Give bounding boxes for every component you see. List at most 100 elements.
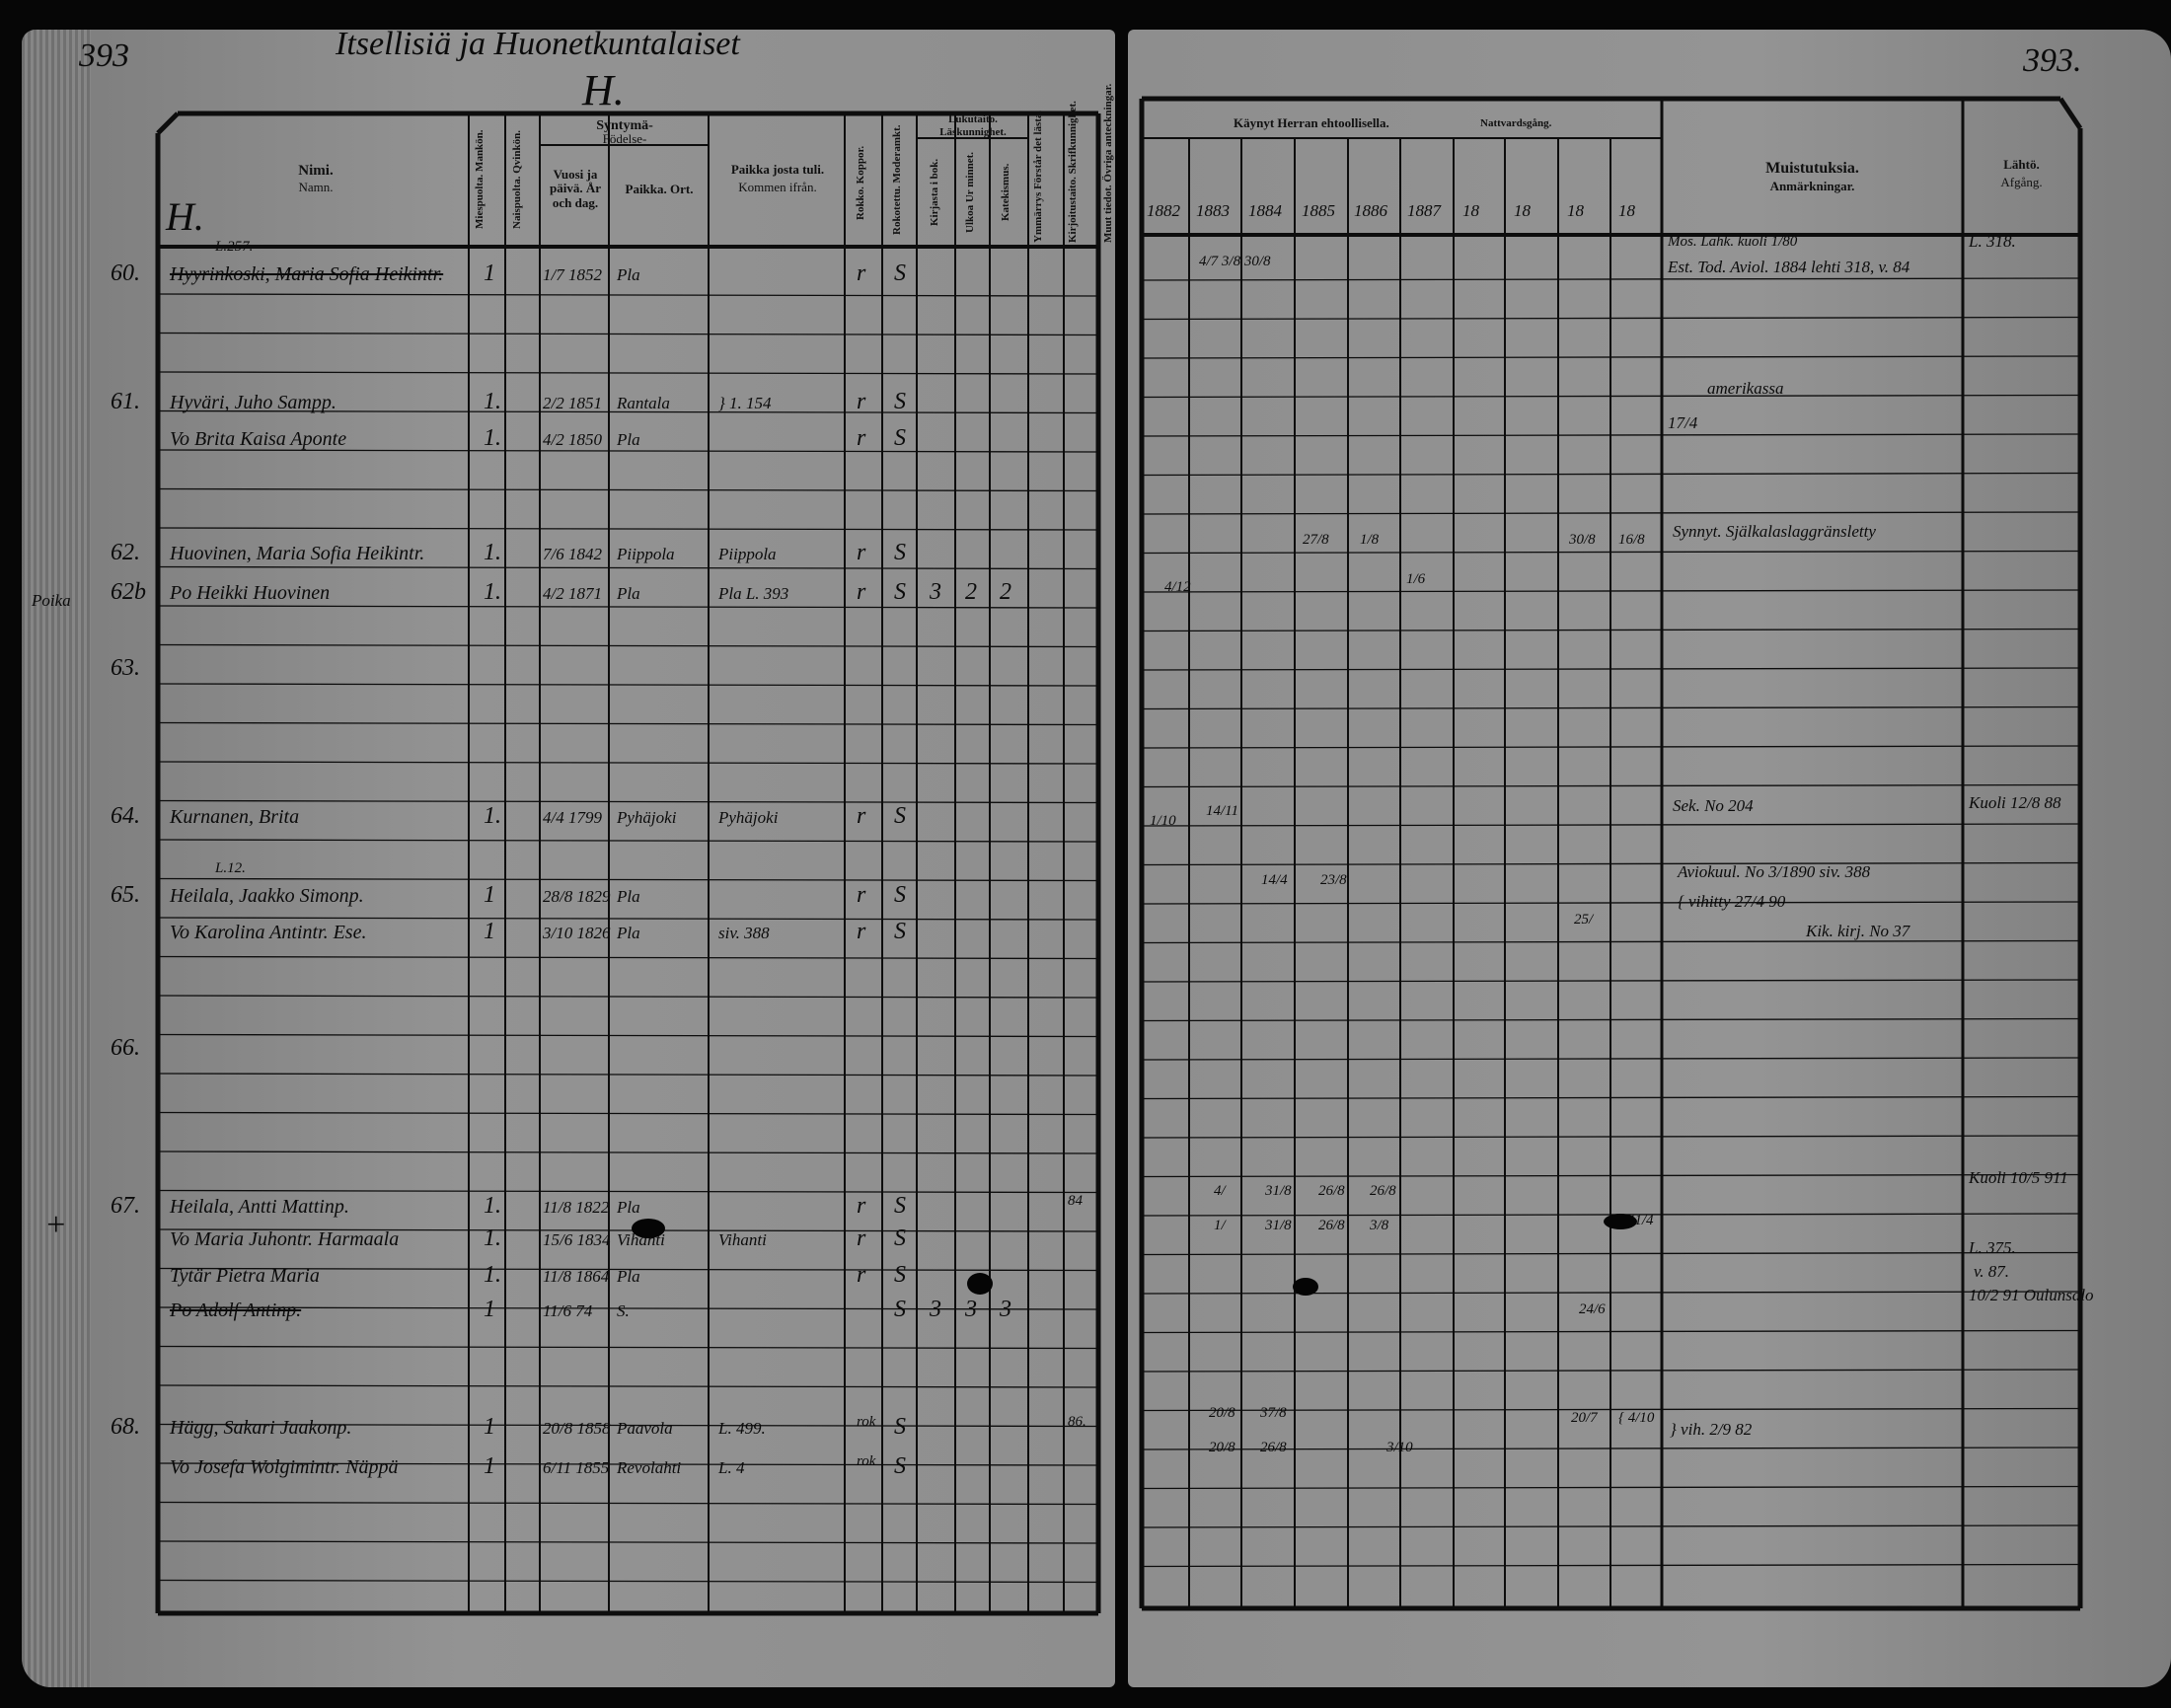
row-rule: [1141, 316, 2081, 321]
remark-text: Mos. Lahk. kuoli 1/80: [1668, 234, 1798, 250]
year-header: 1885: [1302, 201, 1335, 220]
left-page-number: 393: [79, 37, 129, 74]
entry-place: Pla: [617, 584, 640, 603]
header-read-book: Kirjasta i bok.: [929, 158, 940, 227]
communion-date: 3/8: [1370, 1218, 1389, 1233]
communion-date: 4/7 3/8 30/8: [1199, 254, 1271, 269]
entry-place: Pla: [617, 887, 640, 906]
year-header: 1884: [1248, 201, 1282, 220]
entry-c3: 3: [930, 1297, 941, 1322]
entry-born: 7/6 1842: [543, 545, 602, 563]
communion-date: 16/8: [1618, 532, 1645, 548]
departure-note: v. 87.: [1974, 1262, 2010, 1281]
row-rule: [157, 1111, 1099, 1116]
row-rule: [1141, 1563, 2081, 1568]
row-rule: [157, 721, 1099, 726]
entry-name: Huovinen, Maria Sofia Heikintr.: [170, 543, 425, 564]
entry-born: 28/8 1829: [543, 887, 611, 906]
entry-name: Heilala, Antti Mattinp.: [170, 1196, 349, 1218]
row-rule: [1141, 355, 2081, 359]
row-rule: [1141, 1447, 2081, 1450]
header-birth-date: Vuosi ja päivä. År och dag.: [550, 167, 601, 210]
row-rule: [1141, 511, 2081, 515]
communion-date: 1/8: [1360, 532, 1380, 548]
remark-text: Aviokuul. No 3/1890 siv. 388: [1678, 862, 1871, 881]
entry-num: 62b: [111, 579, 146, 605]
row-rule: [157, 1306, 1099, 1310]
row-rule: [157, 1151, 1099, 1154]
row-rule: [157, 332, 1099, 336]
communion-date: 31/8: [1265, 1218, 1292, 1233]
communion-date: 26/8: [1260, 1440, 1287, 1455]
row-rule: [157, 1073, 1099, 1077]
row-rule: [1141, 745, 2081, 749]
page-title: Itsellisiä ja Huonetkuntalaiset: [336, 26, 740, 62]
entry-num: 67.: [111, 1193, 140, 1219]
entry-name: Hägg, Sakari Jaakonp.: [170, 1417, 352, 1439]
communion-date: 20/8: [1209, 1405, 1235, 1421]
row-rule: [157, 683, 1099, 687]
header-vaccination: Rokotettu. Moderamkt.: [891, 124, 903, 235]
entry-place: Revolahti: [617, 1458, 682, 1477]
entry-c2: S: [894, 882, 906, 908]
row-rule: [1141, 1251, 2081, 1256]
communion-date: 20/7: [1571, 1410, 1598, 1426]
departure-note: Kuoli 10/5 911: [1969, 1168, 2068, 1187]
entry-num: 63.: [111, 655, 140, 681]
left-table-corner: [156, 111, 180, 135]
row-rule: [157, 449, 1099, 453]
communion-date: 1/10: [1150, 813, 1176, 829]
row-rule: [157, 1579, 1099, 1584]
entry-c1: rok: [857, 1414, 876, 1430]
row-rule: [1141, 1095, 2081, 1100]
remark-text: { vihitty 27/4 90: [1678, 892, 1786, 911]
row-rule: [157, 527, 1099, 531]
communion-date: 14/4: [1261, 872, 1288, 888]
entry-c2: S: [894, 425, 906, 451]
header-catechism: Katekismus.: [1000, 163, 1011, 222]
header-name: Nimi.: [298, 163, 334, 179]
right-page: [1128, 30, 2171, 1687]
row-rule: [1141, 1485, 2081, 1490]
entry-c3: 3: [930, 579, 941, 605]
communion-date: 31/8: [1265, 1183, 1292, 1199]
entry-c1: r: [857, 1225, 866, 1251]
header-smallpox: Rokko. Koppor.: [855, 145, 866, 220]
header-female: Naispuolta. Qvinkön.: [511, 130, 523, 229]
header-birth-sv: Födelse-: [602, 131, 647, 146]
entry-name: Vo Karolina Antintr. Ese.: [170, 922, 367, 943]
entry-reference-note: L.257.: [215, 239, 254, 255]
entry-place: S.: [617, 1301, 630, 1320]
margin-note: Poika: [32, 591, 71, 610]
row-rule: [157, 955, 1099, 960]
communion-date: 25/: [1574, 912, 1594, 928]
entry-born: 4/4 1799: [543, 808, 602, 827]
row-rule: [1141, 472, 2081, 477]
header-writing: Kirjoitustaito. Skrifkunnighet.: [1067, 101, 1079, 243]
entry-c2: S: [894, 389, 906, 414]
year-header: 1882: [1147, 201, 1180, 220]
entry-born: 3/10 1826: [543, 924, 611, 942]
entry-c6: 86.: [1068, 1414, 1086, 1430]
year-header: 1886: [1354, 201, 1387, 220]
entry-c1: r: [857, 882, 866, 908]
entry-place: Pla: [617, 924, 640, 942]
row-rule: [1141, 1524, 2081, 1528]
row-rule: [157, 293, 1099, 297]
page-edges: [22, 30, 91, 1687]
ink-blot: [1293, 1278, 1318, 1296]
entry-name: Heilala, Jaakko Simonp.: [170, 885, 364, 907]
entry-place: Paavola: [617, 1419, 673, 1438]
header-birth-place: Paikka. Ort.: [625, 182, 694, 196]
entry-name: Hyyrinkoski, Maria Sofia Heikintr.: [170, 263, 444, 285]
entry-name: Hyväri, Juho Sampp.: [170, 392, 337, 413]
entry-c2: S: [894, 540, 906, 565]
row-rule: [157, 487, 1099, 492]
row-rule: [157, 877, 1099, 882]
communion-date: 26/8: [1370, 1183, 1396, 1199]
row-rule: [157, 1501, 1099, 1506]
communion-date: 26/8: [1318, 1218, 1345, 1233]
entry-sex: 1.: [484, 803, 501, 829]
row-rule: [157, 1345, 1099, 1350]
